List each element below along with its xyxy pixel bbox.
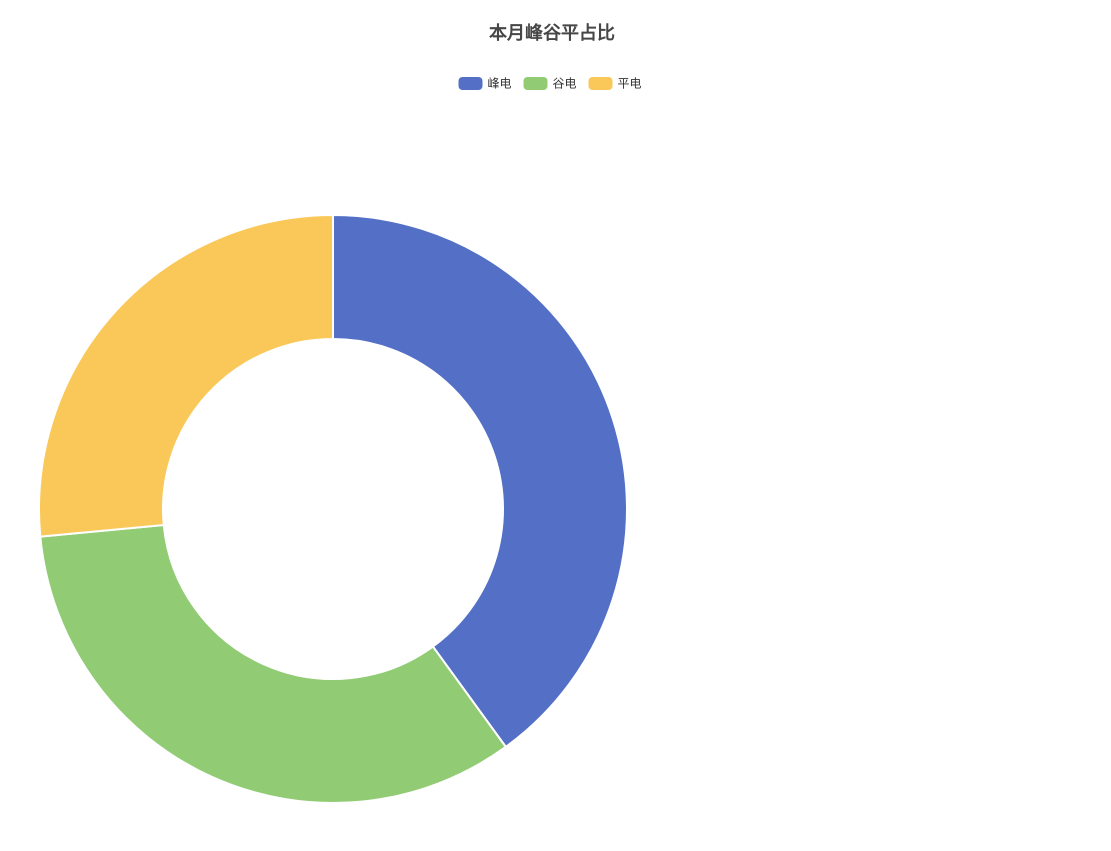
chart-title: 本月峰谷平占比 xyxy=(489,22,615,44)
legend-label: 峰电 xyxy=(488,77,512,91)
pie-slice xyxy=(38,214,334,538)
legend-label: 谷电 xyxy=(553,77,577,91)
pie-slice xyxy=(332,214,628,748)
legend-swatch xyxy=(523,77,548,90)
legend-swatch xyxy=(458,77,483,90)
legend-swatch xyxy=(588,77,613,90)
legend-label: 平电 xyxy=(618,77,642,91)
pie-slice xyxy=(39,523,507,804)
